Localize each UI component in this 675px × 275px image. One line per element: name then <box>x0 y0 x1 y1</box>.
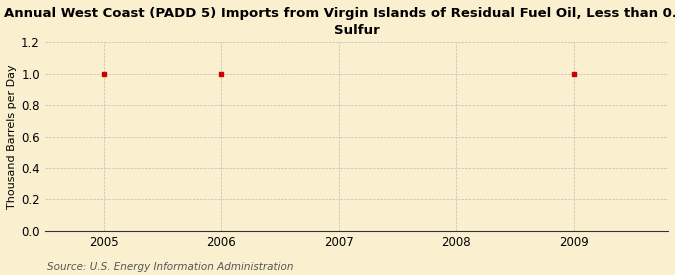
Y-axis label: Thousand Barrels per Day: Thousand Barrels per Day <box>7 64 17 209</box>
Text: Source: U.S. Energy Information Administration: Source: U.S. Energy Information Administ… <box>47 262 294 272</box>
Title: Annual West Coast (PADD 5) Imports from Virgin Islands of Residual Fuel Oil, Les: Annual West Coast (PADD 5) Imports from … <box>4 7 675 37</box>
